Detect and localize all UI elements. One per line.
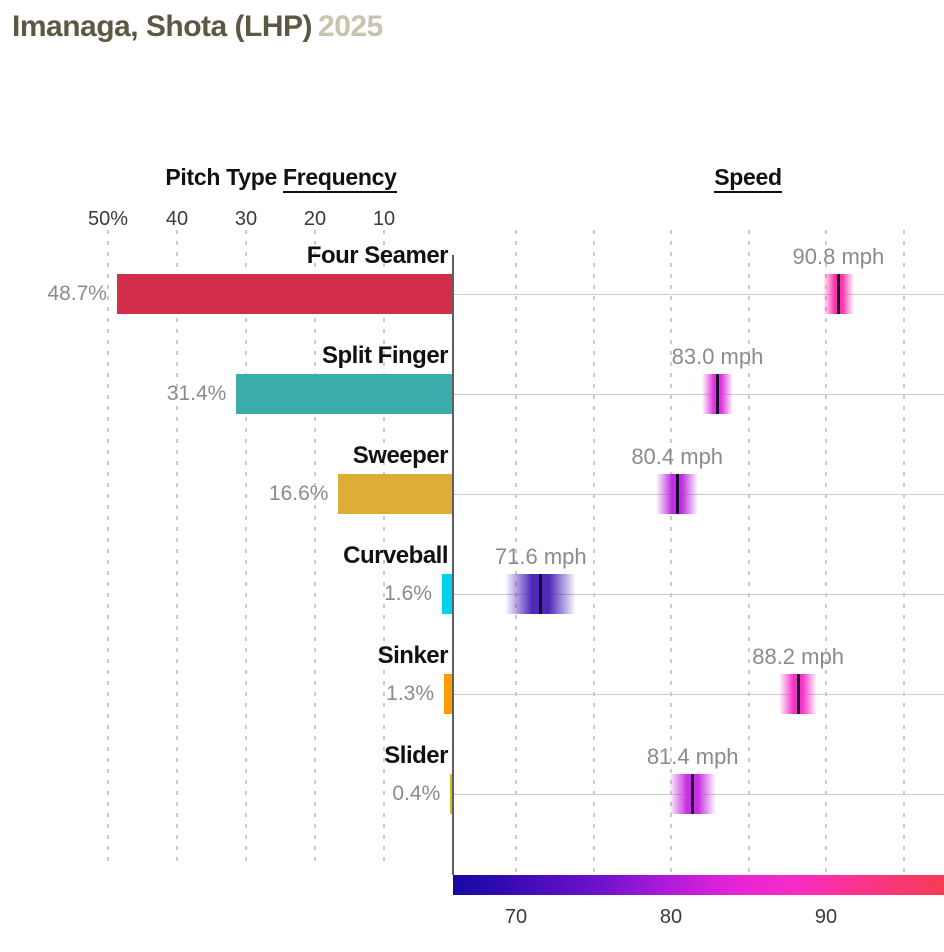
pitch-name-label: Curveball bbox=[343, 542, 448, 569]
speed-row-gridline bbox=[454, 294, 944, 295]
frequency-value-label: 16.6% bbox=[268, 482, 329, 505]
frequency-axis-tick-label: 40 bbox=[165, 208, 189, 230]
speed-gridline bbox=[825, 230, 827, 875]
speed-value-label: 90.8 mph bbox=[792, 244, 885, 269]
axis-divider-line bbox=[452, 255, 454, 875]
frequency-bar bbox=[116, 274, 453, 314]
speed-gridline bbox=[592, 230, 595, 875]
pitch-name-label: Split Finger bbox=[322, 342, 449, 369]
speed-row-gridline bbox=[454, 694, 944, 695]
frequency-value-label: 1.6% bbox=[384, 582, 432, 605]
page-title: Imanaga, Shota (LHP) 2025 bbox=[12, 10, 383, 44]
speed-row-gridline bbox=[454, 494, 944, 495]
speed-axis-tick-label: 70 bbox=[504, 906, 528, 928]
frequency-bar bbox=[444, 674, 453, 714]
pitch-name-label: Four Seamer bbox=[306, 242, 449, 269]
speed-row-gridline bbox=[454, 394, 944, 395]
frequency-bar bbox=[441, 574, 453, 614]
speed-color-scale bbox=[453, 875, 944, 895]
speed-chart-title: Speed bbox=[598, 164, 898, 193]
speed-median-line bbox=[675, 474, 679, 514]
frequency-bar bbox=[450, 774, 453, 814]
speed-axis-tick-label: 90 bbox=[814, 906, 838, 928]
frequency-value-label: 48.7% bbox=[47, 282, 107, 305]
frequency-bar bbox=[338, 474, 453, 514]
speed-median-line bbox=[539, 574, 543, 614]
speed-median-line bbox=[691, 774, 695, 814]
frequency-gridline bbox=[245, 230, 247, 868]
speed-axis-tick-label: 80 bbox=[659, 906, 683, 928]
speed-median-line bbox=[796, 674, 800, 714]
speed-gridline bbox=[747, 230, 750, 875]
pitch-name-label: Slider bbox=[384, 742, 448, 769]
frequency-axis-tick-label: 30 bbox=[234, 208, 258, 230]
frequency-title-plain: Pitch Type bbox=[165, 164, 284, 190]
speed-value-label: 71.6 mph bbox=[494, 544, 587, 569]
frequency-value-label: 0.4% bbox=[392, 782, 441, 805]
speed-median-line bbox=[716, 374, 719, 414]
frequency-gridline bbox=[107, 230, 109, 868]
frequency-value-label: 1.3% bbox=[386, 682, 435, 705]
speed-gridline bbox=[670, 230, 672, 875]
frequency-axis-tick-label: 20 bbox=[303, 208, 327, 230]
frequency-title-underlined: Frequency bbox=[283, 164, 397, 193]
speed-value-label: 80.4 mph bbox=[631, 444, 724, 469]
speed-value-label: 81.4 mph bbox=[646, 744, 739, 769]
pitch-name-label: Sweeper bbox=[352, 442, 449, 469]
frequency-axis-tick-label: 10 bbox=[372, 208, 396, 230]
speed-value-label: 83.0 mph bbox=[671, 344, 764, 369]
frequency-gridline bbox=[383, 230, 385, 868]
speed-title-underlined: Speed bbox=[714, 164, 782, 193]
speed-row-gridline bbox=[454, 594, 944, 595]
speed-median-line bbox=[836, 274, 840, 314]
frequency-axis-tick-label: 50% bbox=[87, 208, 129, 230]
frequency-gridline bbox=[314, 230, 316, 868]
player-name: Imanaga, Shota (LHP) bbox=[12, 10, 313, 43]
frequency-value-label: 31.4% bbox=[166, 382, 227, 405]
speed-value-label: 88.2 mph bbox=[752, 644, 844, 669]
pitch-name-label: Sinker bbox=[377, 642, 449, 669]
speed-gridline bbox=[902, 230, 905, 875]
speed-gridline bbox=[515, 230, 517, 875]
frequency-chart-title: Pitch Type Frequency bbox=[81, 164, 481, 193]
frequency-gridline bbox=[176, 230, 178, 868]
season-year: 2025 bbox=[318, 10, 383, 43]
frequency-bar bbox=[236, 374, 453, 414]
